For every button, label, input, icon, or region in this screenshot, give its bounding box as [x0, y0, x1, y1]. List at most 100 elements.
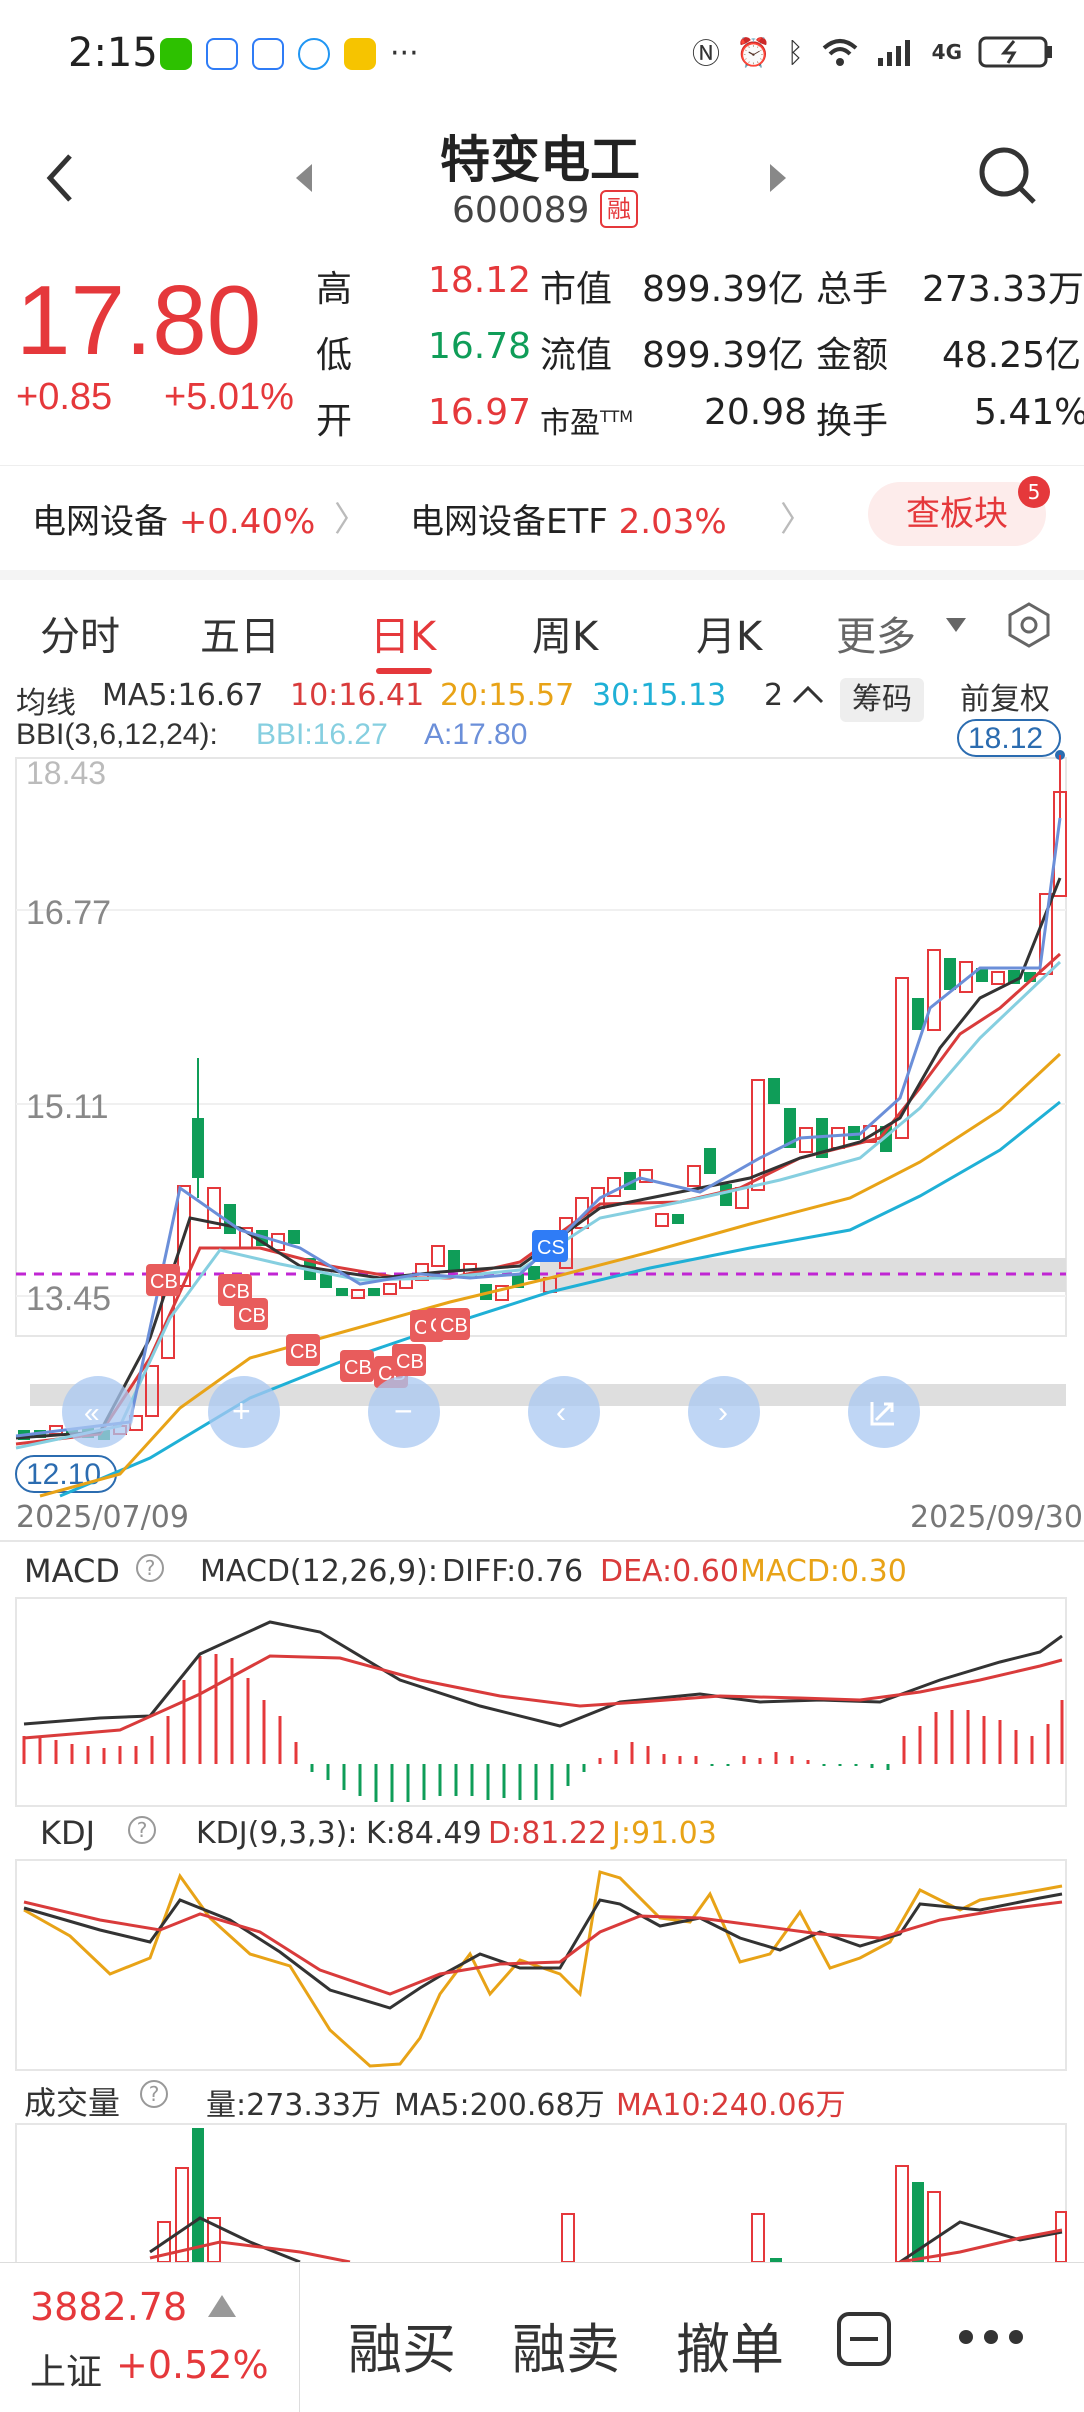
candle [959, 961, 973, 993]
settings-hex-icon[interactable] [1004, 600, 1054, 650]
sector-item-1[interactable]: 电网设备 +0.40% [32, 494, 315, 543]
candle [192, 1118, 204, 1178]
cancel-order-button[interactable]: 撤单 [676, 2318, 784, 2381]
candle [351, 1289, 365, 1299]
volume-value: 量:273.33万 [206, 2088, 382, 2123]
help-icon[interactable]: ? [136, 1554, 164, 1582]
k-line-chart[interactable]: BBI(3,6,12,24): BBI:16.27 A:17.80 18.43 … [0, 718, 1084, 1498]
tab-weekly-k[interactable]: 周K [532, 614, 599, 660]
quote-grid: 高 18.12 市值 899.39亿 总手 273.33万 低 16.78 流值… [312, 260, 1084, 458]
y-label-top: 18.43 [26, 755, 106, 791]
ma30-value: 30:15.13 [592, 678, 727, 713]
volume-bar [770, 2258, 782, 2262]
margin-sell-button[interactable]: 融卖 [512, 2318, 620, 2381]
ma-count[interactable]: 2 [764, 678, 784, 713]
battery-icon [978, 36, 1052, 68]
tab-daily-k[interactable]: 日K [370, 614, 437, 660]
signal-label: CB [344, 1357, 372, 1379]
candle [383, 1283, 397, 1295]
minimize-icon[interactable] [836, 2311, 892, 2367]
search-icon[interactable] [976, 144, 1040, 208]
tab-monthly-k[interactable]: 月K [696, 614, 763, 660]
system-icons: Ⓝ ⏰ ᛒ 4G [692, 32, 1054, 72]
scroll-right-button[interactable] [688, 1376, 760, 1448]
candle [528, 1266, 540, 1280]
rewind-button[interactable] [62, 1376, 134, 1448]
candle [368, 1288, 380, 1296]
app-a-icon [206, 37, 238, 70]
sector-item-1-name: 电网设备 [32, 502, 168, 542]
kdj-params: KDJ(9,3,3): [196, 1816, 358, 1851]
quote-row-high: 高 18.12 市值 899.39亿 总手 273.33万 [312, 260, 1084, 326]
zoom-out-button[interactable] [368, 1376, 440, 1448]
chevron-up-icon[interactable] [792, 682, 824, 706]
margin-buy-button[interactable]: 融买 [348, 2318, 456, 2381]
volume-chart [15, 2123, 1067, 2262]
macd-diff-line [23, 1620, 1063, 1728]
plus-icon: + [232, 1393, 251, 1429]
label-turnover: 换手 [816, 401, 889, 442]
prev-stock-icon[interactable] [292, 162, 316, 194]
divider [0, 1540, 1084, 1542]
up-arrow-icon [208, 2295, 236, 2317]
high-price-label: 18.12 [968, 722, 1043, 755]
zoom-in-button[interactable] [208, 1376, 280, 1448]
chip-button[interactable]: 筹码 [840, 678, 924, 722]
tab-intraday[interactable]: 分时 [40, 614, 120, 660]
chevron-left-icon: ‹ [556, 1396, 566, 1429]
label-pe: 市盈TTM [540, 398, 633, 442]
volume-ma5-line [149, 2216, 301, 2262]
candle [1024, 972, 1036, 982]
volume-bar [927, 2191, 941, 2262]
tab-5day[interactable]: 五日 [200, 614, 280, 660]
margin-badge: 融 [600, 190, 638, 228]
ma5-value: MA5:16.67 [102, 678, 264, 713]
view-sector-button[interactable]: 查板块 [868, 482, 1046, 546]
help-icon[interactable]: ? [128, 1816, 156, 1844]
candle [704, 1148, 716, 1174]
wifi-icon [822, 39, 857, 66]
bottom-trade-bar: 3882.78 上证 +0.52% 融买 融卖 撤单 [0, 2262, 1084, 2412]
macd-value: MACD:0.30 [740, 1554, 907, 1589]
alarm-icon: ⏰ [735, 35, 771, 69]
value-pe: 20.98 [704, 392, 808, 433]
chevron-left-icon[interactable] [42, 150, 78, 206]
volume-label: 成交量 [24, 2084, 121, 2122]
help-icon[interactable]: ? [140, 2080, 168, 2108]
more-icon[interactable] [956, 2327, 1026, 2347]
candle [768, 1078, 780, 1104]
ma-legend: 均线 MA5:16.67 10:16.41 20:15.57 30:15.13 … [0, 670, 1084, 722]
signal-marker [234, 1298, 268, 1330]
dropdown-icon[interactable] [944, 616, 968, 634]
chart-controls: « + − ‹ › [62, 1376, 920, 1448]
candle [495, 1285, 509, 1301]
a-value: A:17.80 [424, 718, 527, 751]
macd-dea: DEA:0.60 [600, 1554, 739, 1589]
volume-bar [1055, 2211, 1067, 2262]
notification-icons: ··· [160, 36, 419, 71]
value-open: 16.97 [428, 392, 532, 433]
status-bar: 2:15 ··· Ⓝ ⏰ ᛒ 4G [0, 0, 1084, 110]
sector-item-1-value: +0.40% [178, 502, 316, 542]
candle [991, 971, 1005, 985]
tab-more[interactable]: 更多 [836, 614, 916, 660]
volume-bar [561, 2213, 575, 2262]
volume-bar [157, 2221, 171, 2262]
label-pe-sup: TTM [600, 407, 634, 426]
price-change-pct: +5.01% [164, 376, 294, 418]
candle [145, 1365, 159, 1417]
volume-ma10-line-right [899, 2228, 1063, 2262]
scroll-left-button[interactable] [528, 1376, 600, 1448]
macd-legend: MACD ? MACD(12,26,9): DIFF:0.76 DEA:0.60… [0, 1552, 1084, 1598]
chevron-right-icon: 〉 [334, 500, 368, 540]
sector-item-2[interactable]: 电网设备ETF 2.03% [410, 494, 727, 543]
stock-code: 600089 [452, 190, 590, 231]
stock-header: 特变电工 600089 融 [0, 110, 1084, 240]
macd-label: MACD [24, 1552, 120, 1590]
next-stock-icon[interactable] [766, 162, 790, 194]
ma-label: 均线 [16, 686, 76, 721]
adjust-button[interactable]: 前复权 [948, 678, 1062, 722]
macd-diff: DIFF:0.76 [442, 1554, 584, 1589]
index-ticker[interactable]: 3882.78 上证 +0.52% [0, 2263, 300, 2412]
nfc-icon: Ⓝ [691, 37, 720, 70]
